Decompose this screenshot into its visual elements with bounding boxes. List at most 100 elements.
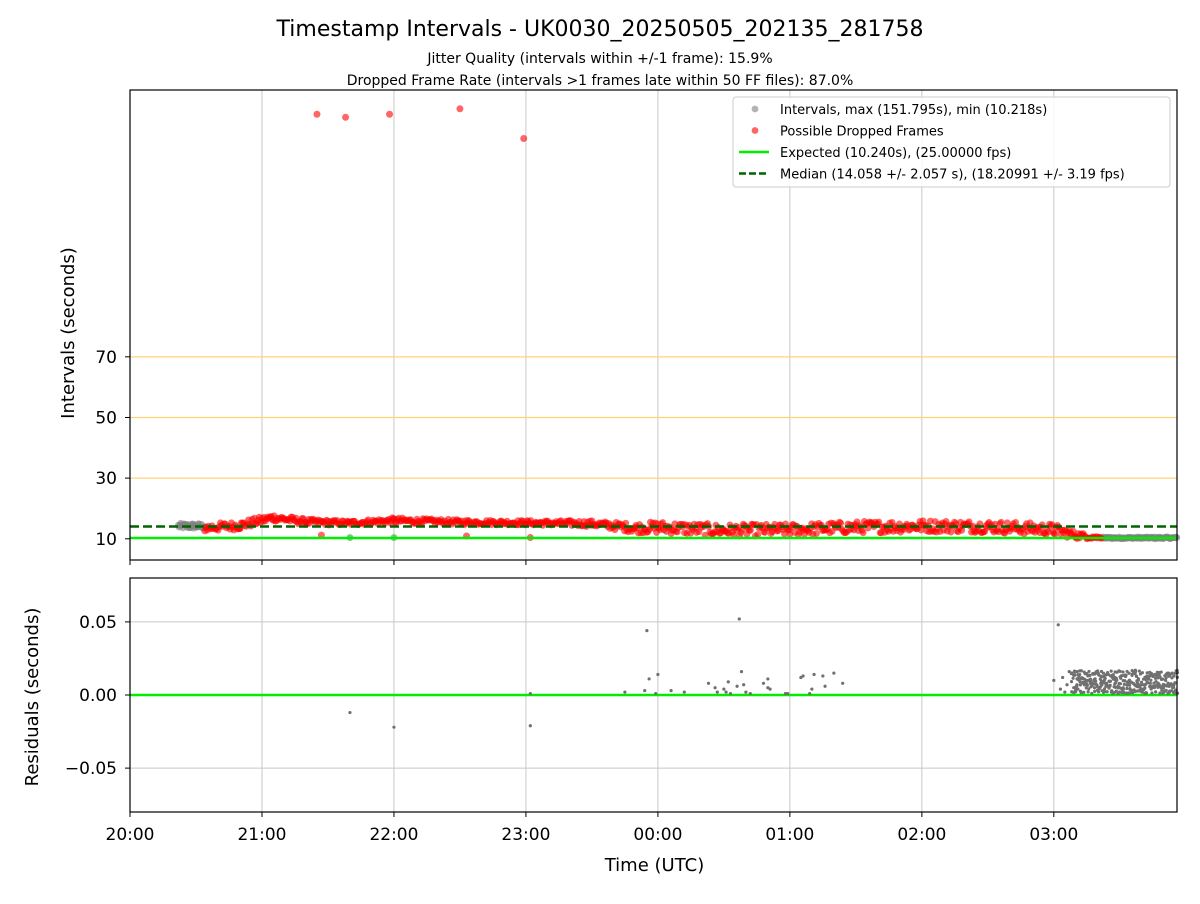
residual-point xyxy=(748,691,752,696)
residual-point xyxy=(1111,673,1115,677)
chart-subtitle-dropped: Dropped Frame Rate (intervals >1 frames … xyxy=(347,73,854,89)
residual-point xyxy=(1113,685,1118,689)
residual-point xyxy=(1114,676,1118,680)
residual-point xyxy=(739,670,744,674)
y-tick-label: −0.05 xyxy=(65,759,117,779)
residual-point xyxy=(1086,690,1090,694)
residual-point xyxy=(706,681,711,685)
dropped-frame-point xyxy=(342,113,350,121)
residual-point xyxy=(1136,682,1140,686)
residual-point xyxy=(1164,678,1168,682)
residual-point xyxy=(1088,673,1092,677)
residual-point xyxy=(1172,685,1176,689)
residual-point xyxy=(1073,670,1077,674)
residual-point xyxy=(1058,687,1063,691)
residual-point xyxy=(761,681,766,685)
legend-label: Expected (10.240s), (25.00000 fps) xyxy=(780,146,1011,161)
residual-point xyxy=(1149,678,1153,682)
residual-point xyxy=(645,629,649,633)
residual-point xyxy=(1134,674,1138,678)
residual-point xyxy=(810,687,814,691)
intervals-axes: 10 30 50 70 xyxy=(95,89,1178,565)
residual-point xyxy=(1123,679,1127,683)
chart-title: Timestamp Intervals - UK0030_20250505_20… xyxy=(276,17,924,42)
legend-label: Median (14.058 +/- 2.057 s), (18.20991 +… xyxy=(780,168,1125,183)
residual-point xyxy=(1172,674,1176,678)
residual-point xyxy=(726,680,730,684)
residual-point xyxy=(1152,673,1156,677)
residual-point xyxy=(1122,682,1126,686)
residuals-y-axis-label: Residuals (seconds) xyxy=(22,608,43,787)
residual-point xyxy=(724,690,728,694)
dropped-frame-point xyxy=(313,110,321,118)
dropped-frame-point xyxy=(520,135,528,143)
legend-box xyxy=(732,96,1171,188)
residual-point xyxy=(1087,669,1091,674)
x-axis-label: Time (UTC) xyxy=(604,855,705,876)
residual-point xyxy=(1114,689,1118,693)
residual-point xyxy=(1173,681,1177,685)
residual-point xyxy=(783,691,788,696)
residual-point xyxy=(1143,686,1147,690)
residual-point xyxy=(1137,669,1141,673)
dropped-frame-point xyxy=(730,531,737,539)
residual-point xyxy=(1121,687,1126,691)
residual-point xyxy=(1102,687,1107,691)
residual-point xyxy=(715,690,719,694)
residual-point xyxy=(1119,674,1124,678)
residual-point xyxy=(1101,671,1106,675)
residual-point xyxy=(1075,669,1079,674)
residual-point xyxy=(1159,670,1163,674)
residual-point xyxy=(1125,686,1129,691)
residual-point xyxy=(1145,671,1149,675)
residual-point xyxy=(786,691,790,696)
residual-point xyxy=(1063,690,1067,694)
residual-point xyxy=(1114,681,1118,685)
x-tick-label: 20:00 xyxy=(106,825,155,845)
residual-point xyxy=(1105,681,1109,685)
x-tick-label: 01:00 xyxy=(765,825,814,845)
legend-intervals-marker xyxy=(751,105,759,113)
dropped-frame-point xyxy=(875,518,883,526)
residual-point xyxy=(1118,669,1122,674)
residual-point xyxy=(1056,623,1060,627)
intervals-panel: 10 30 50 70 Intervals, max (151.795s), min … xyxy=(58,89,1181,565)
residual-point xyxy=(1158,691,1162,695)
residual-point xyxy=(1127,671,1131,675)
residual-point xyxy=(682,690,686,694)
dropped-frame-point xyxy=(456,105,464,113)
residual-point xyxy=(1121,670,1125,674)
dropped-frame-point xyxy=(1003,519,1011,527)
residual-point xyxy=(1118,682,1122,686)
residual-point xyxy=(623,690,627,694)
x-tick-label: 23:00 xyxy=(501,825,550,845)
residual-point xyxy=(1102,689,1107,694)
x-tick-label: 22:00 xyxy=(369,825,418,845)
y-tick-label: 0.05 xyxy=(79,613,117,633)
residual-point xyxy=(528,691,532,696)
residual-point xyxy=(728,691,733,696)
legend-label: Possible Dropped Frames xyxy=(780,125,944,140)
residual-point xyxy=(1170,676,1174,680)
residual-point xyxy=(1148,681,1152,685)
residual-point xyxy=(737,617,741,621)
chart-subtitle-jitter: Jitter Quality (intervals within +/-1 fr… xyxy=(426,51,772,67)
dropped-frame-point xyxy=(1051,530,1059,538)
legend-dropped-marker xyxy=(751,127,759,134)
residual-point xyxy=(768,687,772,691)
residual-point xyxy=(1088,677,1093,681)
residual-point xyxy=(1069,680,1074,684)
residual-point xyxy=(722,687,726,691)
residual-point xyxy=(1110,689,1114,693)
x-tick-label: 21:00 xyxy=(237,825,286,845)
residual-point xyxy=(1164,688,1168,693)
residual-point xyxy=(1138,683,1143,687)
residual-point xyxy=(1164,676,1168,680)
residual-point xyxy=(1069,672,1074,676)
residual-point xyxy=(1084,686,1088,690)
residual-point xyxy=(823,684,827,688)
residual-point xyxy=(1144,691,1149,695)
residual-point xyxy=(1096,690,1101,694)
